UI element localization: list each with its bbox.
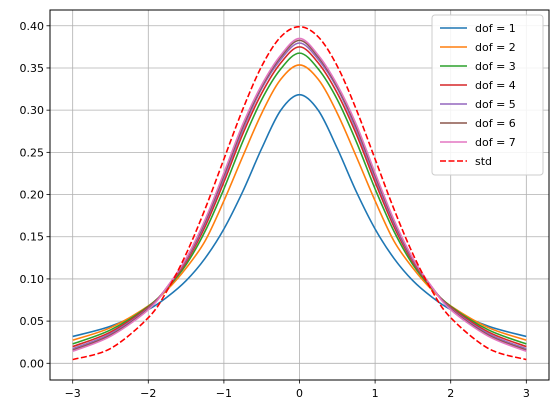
y-tick-label: 0.00: [20, 357, 45, 370]
legend-label: dof = 7: [475, 136, 516, 149]
legend-label: std: [475, 155, 492, 168]
legend-label: dof = 3: [475, 60, 516, 73]
series-line-8: [72, 25, 527, 361]
legend-label: dof = 1: [475, 22, 516, 35]
y-tick-label: 0.35: [20, 62, 45, 75]
legend-label: dof = 4: [475, 79, 516, 92]
legend-label: dof = 6: [475, 117, 516, 130]
legend-label: dof = 2: [475, 41, 516, 54]
y-tick-label: 0.40: [20, 20, 45, 33]
x-tick-label: −1: [216, 387, 232, 400]
y-tick-label: 0.05: [20, 315, 45, 328]
x-axis: −3 −2 −1 0 1 2 3: [65, 380, 530, 400]
legend-box: [431, 14, 544, 176]
y-tick-label: 0.10: [20, 273, 45, 286]
x-tick-label: −3: [65, 387, 81, 400]
x-tick-label: 0: [296, 387, 303, 400]
series-line-2: [72, 64, 527, 341]
y-tick-label: 0.20: [20, 189, 45, 202]
y-tick-label: 0.30: [20, 104, 45, 117]
series-line-1: [72, 93, 527, 338]
y-axis: 0.00 0.05 0.10 0.15 0.20 0.25 0.30 0.35 0.40: [20, 20, 50, 370]
x-tick-label: 3: [523, 387, 530, 400]
legend: dof = 1 dof = 2 dof = 3 dof = 4 dof = 5 dof =…: [431, 14, 544, 176]
x-tick-label: 2: [447, 387, 454, 400]
plot-lines: [72, 25, 527, 361]
y-tick-label: 0.15: [20, 231, 45, 244]
y-tick-label: 0.25: [20, 146, 45, 159]
legend-label: dof = 5: [475, 98, 516, 111]
x-tick-label: −2: [140, 387, 156, 400]
x-tick-label: 1: [372, 387, 379, 400]
